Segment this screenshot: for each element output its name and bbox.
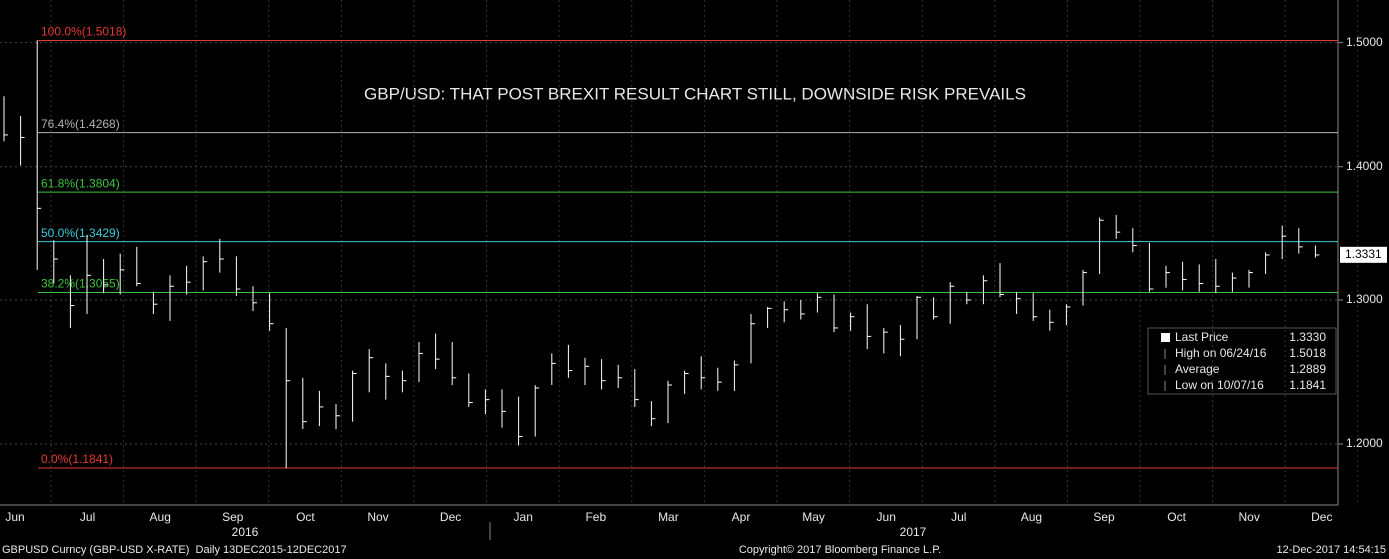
legend-box [1147,327,1337,395]
x-tick-label: Aug [150,510,171,524]
fib-label: 100.0%(1.5018) [41,25,126,39]
legend-value: 1.1841 [1289,378,1326,392]
x-tick-label: Dec [440,510,461,524]
footer-left: GBPUSD Curncy (GBP-USD X-RATE) Daily 13D… [2,544,347,556]
legend-label: Low on 10/07/16 [1175,378,1264,392]
footer-center: Copyright© 2017 Bloomberg Finance L.P. [739,544,941,556]
legend-value: 1.2889 [1289,362,1326,376]
x-tick-label: Mar [658,510,679,524]
x-tick-label: Nov [1239,510,1260,524]
last-price-label: 1.3331 [1345,247,1382,261]
legend-swatch [1161,333,1170,342]
x-tick-label: Feb [585,510,606,524]
x-tick-label: Jun [5,510,24,524]
fib-label: 38.2%(1.3055) [41,277,120,291]
x-tick-label: Jul [951,510,966,524]
x-tick-label: Sep [222,510,244,524]
legend-value: 1.3330 [1289,330,1326,344]
year-label: 2017 [900,525,927,539]
x-tick-label: Sep [1093,510,1115,524]
legend-label: Last Price [1175,330,1229,344]
legend-value: 1.5018 [1289,346,1326,360]
x-tick-label: Nov [367,510,388,524]
x-tick-label: Jun [877,510,896,524]
x-tick-label: Jul [80,510,95,524]
fib-label: 50.0%(1.3429) [41,226,120,240]
plot-area [0,0,1338,505]
y-tick-label: 1.2000 [1346,436,1383,450]
y-tick-label: 1.3000 [1346,292,1383,306]
year-label: 2016 [232,525,259,539]
y-tick-label: 1.4000 [1346,159,1383,173]
legend-label: High on 06/24/16 [1175,346,1267,360]
footer-right: 12-Dec-2017 14:54:15 [1277,544,1386,556]
fib-label: 0.0%(1.1841) [41,452,113,466]
legend-label: Average [1175,362,1220,376]
chart-title: GBP/USD: THAT POST BREXIT RESULT CHART S… [364,84,1026,103]
x-tick-label: Dec [1311,510,1332,524]
last-price-tag [1340,246,1387,263]
fib-label: 61.8%(1.3804) [41,176,120,190]
x-tick-label: Aug [1021,510,1042,524]
x-tick-label: May [802,510,825,524]
x-tick-label: Jan [514,510,533,524]
fib-label: 76.4%(1.4268) [41,117,120,131]
y-tick-label: 1.5000 [1346,35,1383,49]
x-tick-label: Apr [732,510,751,524]
x-tick-label: Oct [1167,510,1186,524]
x-tick-label: Oct [296,510,315,524]
